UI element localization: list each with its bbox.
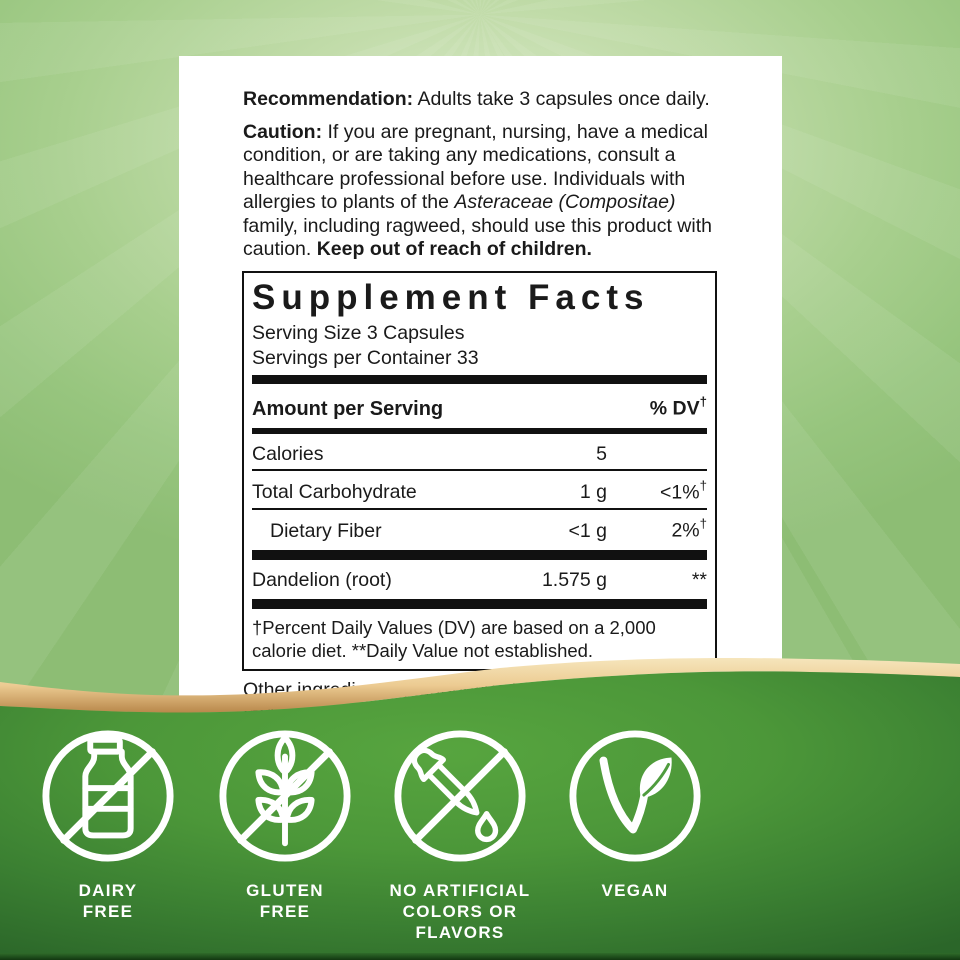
serving-size-text: Serving Size 3 Capsules bbox=[252, 321, 465, 344]
badge-label: DAIRY FREE bbox=[78, 881, 138, 921]
bottom-edge-strip bbox=[0, 953, 960, 960]
facts-row-dietary-fiber: Dietary Fiber <1 g 2%† bbox=[270, 516, 707, 542]
caution-family-italic: Asteraceae (Compositae) bbox=[454, 191, 676, 213]
supplement-facts-panel: Supplement Facts Serving Size 3 Capsules… bbox=[242, 270, 717, 671]
no-gluten-icon bbox=[219, 730, 351, 862]
recommendation-text: Adults take 3 capsules once daily. bbox=[413, 88, 710, 110]
gold-ribbon bbox=[0, 657, 960, 713]
badge-label: GLUTEN FREE bbox=[246, 881, 324, 921]
servings-per-container-text: Servings per Container 33 bbox=[252, 346, 479, 369]
badge-gluten-free: GLUTEN FREE bbox=[195, 727, 375, 922]
recommendation-label: Recommendation: bbox=[243, 88, 414, 110]
keep-out-of-reach-text: Keep out of reach of children. bbox=[316, 238, 592, 260]
gold-wave-divider bbox=[0, 657, 960, 960]
supplement-facts-title: Supplement Facts bbox=[252, 277, 650, 317]
bottom-green-field bbox=[0, 671, 960, 960]
facts-row-calories: Calories 5 bbox=[252, 442, 607, 465]
divider-bar bbox=[252, 550, 707, 560]
divider-bar bbox=[252, 599, 707, 609]
facts-row-total-carbohydrate: Total Carbohydrate 1 g <1%† bbox=[252, 477, 707, 504]
amount-per-serving-header: Amount per Serving bbox=[252, 397, 444, 420]
no-artificial-colors-icon bbox=[394, 730, 526, 862]
caution-text-1: If you are pregnant, nursing, have a med… bbox=[243, 120, 708, 214]
badge-label: NO ARTIFICIAL COLORS OR FLAVORS bbox=[389, 881, 531, 942]
daily-value-footnote: †Percent Daily Values (DV) are based on … bbox=[252, 617, 656, 661]
caution-label: Caution: bbox=[243, 120, 323, 143]
dagger-symbol: † bbox=[699, 394, 707, 409]
label-white-panel: Recommendation: Adults take 3 capsules o… bbox=[179, 56, 782, 725]
badge-vegan: VEGAN bbox=[545, 727, 725, 901]
recommendation-paragraph: Recommendation: Adults take 3 capsules o… bbox=[243, 88, 718, 112]
facts-row-dandelion: Dandelion (root) 1.575 g ** bbox=[252, 568, 707, 591]
divider-bar bbox=[252, 374, 707, 384]
badge-dairy-free: DAIRY FREE bbox=[18, 727, 198, 922]
no-dairy-icon bbox=[42, 730, 174, 862]
badge-no-artificial-colors-flavors: NO ARTIFICIAL COLORS OR FLAVORS bbox=[370, 727, 550, 943]
vegan-icon bbox=[569, 730, 701, 862]
dagger-symbol: † bbox=[699, 477, 707, 493]
badge-label: VEGAN bbox=[601, 881, 669, 900]
divider-bar bbox=[252, 428, 707, 434]
divider-line bbox=[252, 507, 707, 510]
facts-header-row: Amount per Serving % DV† bbox=[252, 388, 707, 425]
dagger-symbol: † bbox=[699, 516, 707, 531]
percent-dv-header: % DV† bbox=[649, 394, 707, 420]
divider-line bbox=[252, 469, 707, 471]
caution-text-2: family, including ragweed, should use th… bbox=[243, 214, 712, 261]
caution-paragraph: Caution: If you are pregnant, nursing, h… bbox=[243, 121, 718, 262]
